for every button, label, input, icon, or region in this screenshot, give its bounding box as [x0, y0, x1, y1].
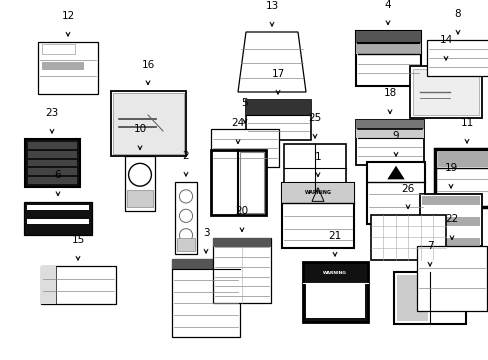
Text: WARNING: WARNING: [304, 190, 331, 195]
Bar: [112, 93, 183, 153]
Text: 5: 5: [241, 98, 248, 108]
Text: 4: 4: [384, 0, 390, 9]
Text: 2: 2: [183, 151, 189, 161]
Bar: [110, 90, 185, 156]
Bar: [434, 149, 488, 207]
Bar: [245, 100, 310, 115]
Bar: [125, 156, 155, 211]
Text: 11: 11: [459, 118, 473, 128]
Bar: [240, 152, 263, 212]
Bar: [421, 227, 479, 237]
Text: 6: 6: [55, 171, 61, 180]
Text: 12: 12: [61, 11, 75, 21]
Text: 13: 13: [265, 1, 278, 11]
Text: 19: 19: [444, 163, 457, 173]
Text: 7: 7: [426, 241, 432, 251]
Bar: [127, 190, 153, 207]
Text: 24: 24: [231, 118, 244, 129]
Text: 25: 25: [308, 113, 321, 123]
Bar: [175, 182, 197, 254]
Bar: [355, 31, 420, 42]
Bar: [412, 69, 478, 115]
Bar: [355, 120, 423, 165]
Bar: [213, 238, 270, 302]
Text: 26: 26: [401, 184, 414, 194]
Bar: [172, 259, 240, 337]
Text: 1: 1: [314, 152, 321, 162]
Bar: [284, 144, 346, 192]
Bar: [27, 177, 76, 184]
Text: 14: 14: [439, 35, 452, 45]
Text: 16: 16: [141, 59, 154, 69]
Bar: [213, 238, 270, 247]
Bar: [421, 238, 479, 247]
Polygon shape: [386, 166, 404, 179]
Bar: [41, 266, 115, 304]
Bar: [42, 44, 75, 54]
Bar: [172, 259, 240, 269]
Bar: [38, 42, 98, 94]
Bar: [421, 217, 479, 226]
Bar: [282, 183, 353, 248]
Bar: [27, 168, 76, 175]
Bar: [421, 196, 479, 206]
Bar: [305, 283, 364, 318]
Text: 8: 8: [454, 9, 460, 19]
Bar: [419, 194, 481, 246]
Bar: [27, 142, 76, 149]
Text: WARNING: WARNING: [323, 271, 346, 275]
Bar: [245, 100, 310, 140]
Polygon shape: [238, 32, 305, 92]
Text: 21: 21: [328, 231, 341, 241]
Bar: [366, 162, 424, 224]
Text: 22: 22: [445, 215, 458, 225]
Bar: [421, 206, 479, 216]
Text: 3: 3: [202, 228, 209, 238]
Bar: [41, 266, 55, 304]
Text: 20: 20: [235, 207, 248, 216]
Text: 17: 17: [271, 69, 284, 79]
Bar: [355, 129, 423, 138]
Bar: [282, 183, 353, 203]
Bar: [24, 202, 92, 234]
Bar: [24, 139, 80, 187]
Bar: [210, 149, 265, 215]
Bar: [27, 204, 89, 210]
Bar: [27, 151, 76, 158]
Bar: [426, 40, 488, 76]
Text: 18: 18: [383, 89, 396, 99]
Text: 23: 23: [45, 108, 59, 118]
Text: 15: 15: [71, 235, 84, 245]
Bar: [42, 62, 84, 70]
Bar: [27, 219, 89, 224]
Bar: [437, 151, 488, 167]
Bar: [355, 42, 420, 54]
Bar: [416, 246, 486, 310]
Bar: [355, 120, 423, 129]
Bar: [355, 31, 420, 85]
Bar: [177, 238, 195, 251]
Bar: [210, 129, 279, 167]
Bar: [27, 159, 76, 166]
Text: 10: 10: [133, 125, 146, 135]
Bar: [396, 275, 427, 321]
Bar: [393, 272, 465, 324]
Bar: [370, 215, 445, 260]
Bar: [302, 262, 367, 322]
Bar: [409, 66, 481, 118]
Text: 9: 9: [392, 131, 399, 141]
